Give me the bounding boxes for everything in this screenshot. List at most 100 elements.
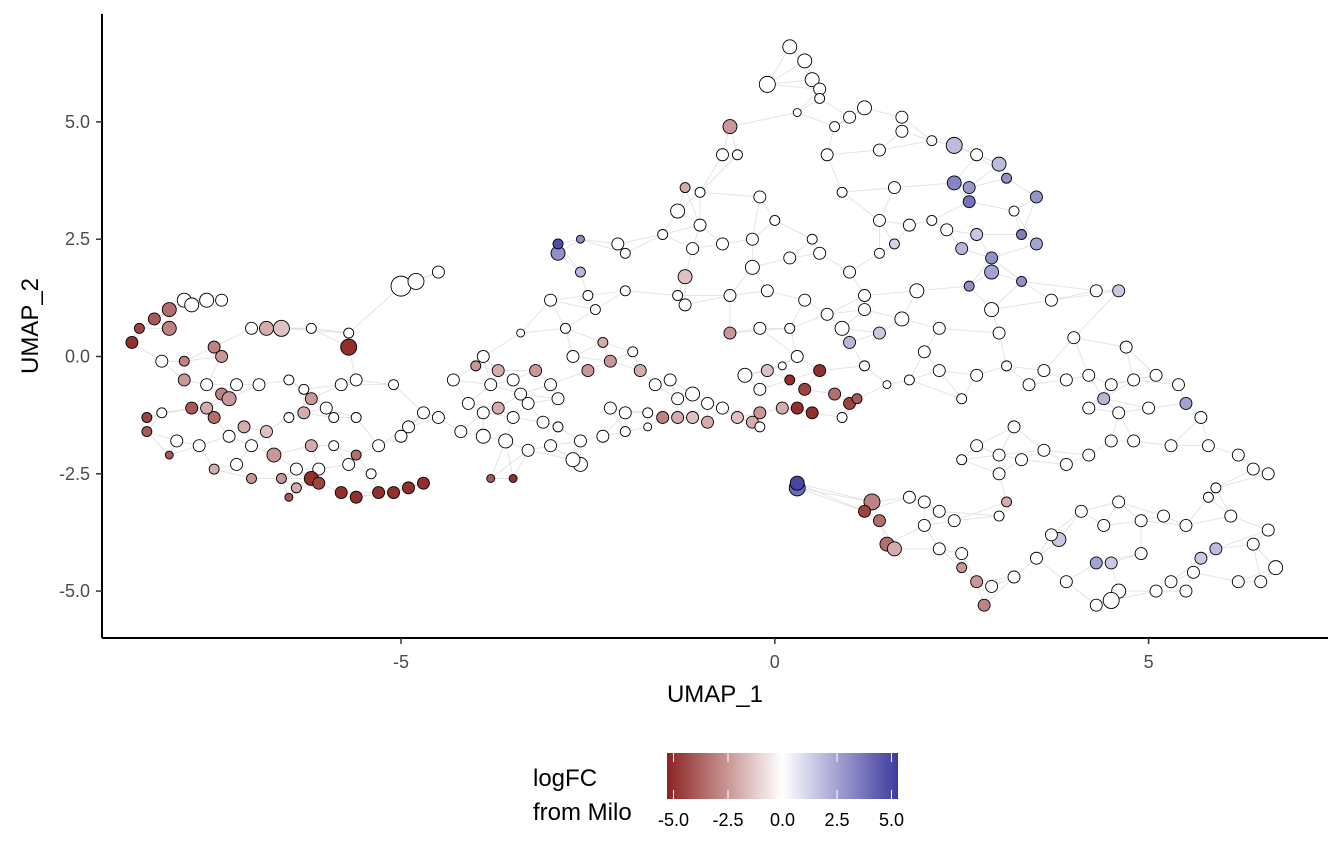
data-point — [581, 364, 595, 378]
data-point — [1089, 556, 1103, 570]
data-point — [259, 320, 274, 336]
data-point — [1104, 434, 1118, 448]
data-point — [551, 392, 565, 406]
graph-edge — [1096, 553, 1142, 564]
data-point — [1059, 457, 1073, 471]
data-point — [926, 135, 938, 147]
data-point — [252, 378, 266, 392]
data-point — [753, 190, 767, 204]
data-point — [945, 136, 963, 154]
y-tick-label: 2.5 — [65, 229, 90, 249]
graph-edge — [214, 468, 252, 479]
data-point — [498, 433, 514, 449]
data-point — [970, 368, 984, 382]
data-point — [970, 575, 984, 589]
data-point — [701, 396, 714, 410]
data-point — [1186, 565, 1200, 579]
graph-edge — [1051, 290, 1097, 301]
data-point — [372, 486, 386, 500]
data-point — [753, 321, 767, 335]
data-point — [760, 364, 774, 378]
data-point — [1112, 284, 1126, 298]
data-point — [977, 598, 991, 612]
data-point — [208, 463, 220, 475]
data-point — [1016, 229, 1027, 240]
data-point — [514, 387, 528, 401]
legend-ticks: -5.0 -2.5 0.0 2.5 5.0 — [658, 753, 904, 830]
data-point — [350, 412, 362, 423]
graph-edge — [348, 285, 402, 334]
data-point — [1261, 523, 1275, 537]
graph-edge — [1051, 290, 1119, 301]
data-point — [643, 422, 653, 432]
data-point — [200, 401, 214, 415]
data-point — [744, 259, 760, 275]
data-point — [642, 407, 654, 419]
data-point — [431, 411, 445, 424]
data-point — [956, 393, 968, 405]
graph-edge — [699, 154, 738, 193]
data-point — [955, 242, 969, 256]
data-point — [516, 328, 526, 338]
data-point — [1015, 453, 1028, 467]
data-point — [1179, 584, 1193, 598]
graph-edge — [797, 482, 865, 512]
graph-edge — [841, 191, 880, 221]
data-point — [394, 429, 408, 443]
data-point — [813, 246, 827, 260]
data-point — [596, 429, 610, 443]
data-point — [790, 350, 804, 363]
graph-edge — [1043, 337, 1075, 371]
data-point — [611, 237, 625, 251]
data-point — [603, 354, 617, 368]
data-point — [670, 203, 686, 219]
graph-edge — [826, 154, 843, 193]
graph-edge — [916, 285, 970, 292]
graph-edge — [939, 327, 1000, 334]
graph-edge — [767, 83, 820, 90]
graph-edge — [1013, 210, 1037, 245]
data-point — [1224, 509, 1238, 523]
data-point — [1210, 482, 1222, 494]
data-point — [851, 393, 863, 405]
data-point — [521, 443, 535, 457]
data-point — [1102, 592, 1120, 609]
data-point — [984, 264, 1000, 280]
data-point — [843, 265, 857, 279]
data-point — [582, 290, 594, 301]
data-point — [758, 75, 776, 93]
data-point — [783, 251, 797, 265]
data-point — [932, 321, 946, 335]
graph-edge — [625, 290, 678, 297]
data-point — [1149, 584, 1163, 598]
data-point — [894, 311, 910, 327]
data-point — [574, 266, 586, 278]
data-point — [940, 223, 954, 237]
data-point — [343, 327, 355, 339]
data-point — [888, 238, 900, 250]
data-point — [328, 412, 340, 423]
data-point — [237, 420, 251, 434]
data-point — [970, 439, 984, 453]
data-point — [1254, 575, 1268, 589]
data-point — [895, 110, 909, 124]
data-point — [932, 364, 946, 378]
data-point — [552, 421, 564, 433]
data-point — [962, 195, 976, 209]
graph-edge — [1021, 196, 1037, 235]
data-point — [909, 283, 925, 299]
graph-edge — [550, 370, 589, 386]
data-point — [985, 251, 999, 265]
data-point — [902, 218, 916, 232]
data-point — [993, 510, 1005, 522]
graph-edge — [617, 234, 663, 245]
data-point — [491, 364, 505, 378]
data-point — [895, 124, 909, 138]
graph-edge — [842, 187, 895, 193]
neighbourhood-points — [125, 39, 1284, 612]
data-point — [349, 373, 363, 387]
graph-edge — [1021, 280, 1097, 292]
graph-edge — [1215, 473, 1269, 489]
graph-edge — [528, 449, 574, 461]
graph-edge — [879, 140, 932, 151]
